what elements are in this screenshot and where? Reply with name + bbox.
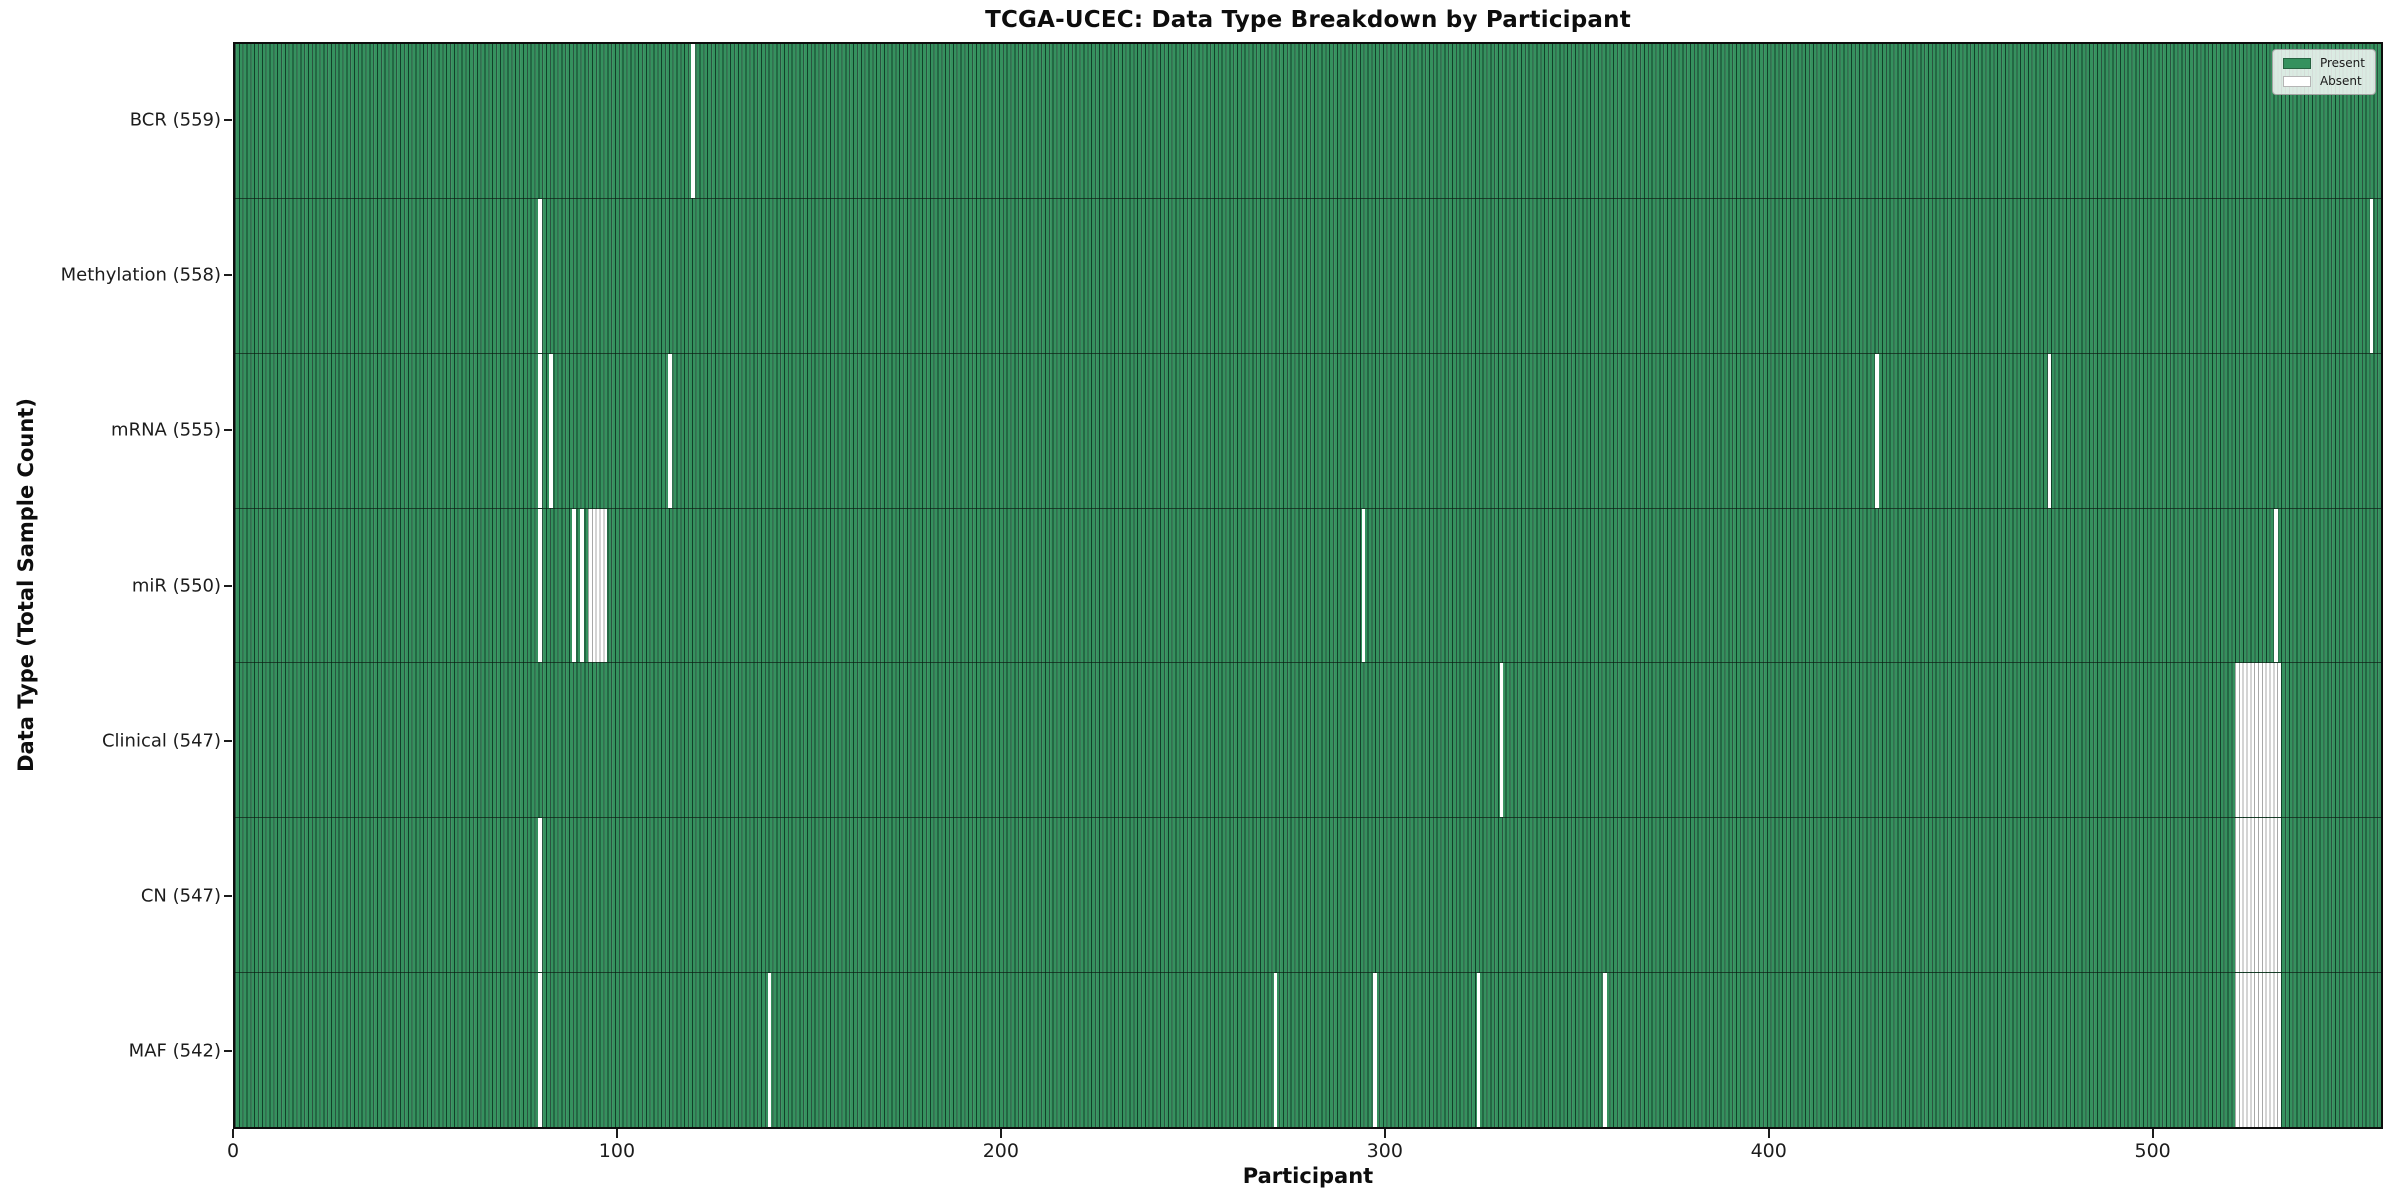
absent-gap-mRNA-113: [668, 353, 672, 508]
x-tick-label-100: 100: [598, 1140, 636, 1162]
absent-gap-mRNA-79: [537, 353, 542, 508]
x-tick-label-400: 400: [1750, 1140, 1787, 1162]
x-tick-mark: [999, 1129, 1002, 1138]
absent-gap-Clinical-330: [1499, 663, 1504, 818]
absent-gap-miR-79: [537, 508, 542, 663]
x-tick-mark: [2151, 1129, 2154, 1138]
x-tick-label-500: 500: [2134, 1140, 2171, 1162]
absent-gap-miR-88: [572, 508, 577, 663]
x-tick-label-200: 200: [982, 1140, 1019, 1162]
absent-gap-MAF-324: [1476, 973, 1481, 1128]
x-tick-label-300: 300: [1366, 1140, 1403, 1162]
absent-gap-MAF-139: [767, 973, 772, 1128]
y-tick-mark: [224, 273, 232, 276]
legend: Present Absent: [2271, 49, 2376, 95]
legend-label-absent: Absent: [2319, 74, 2362, 88]
absent-gap-MAF-271: [1273, 973, 1278, 1128]
x-tick-label-0: 0: [226, 1140, 240, 1162]
chart-title: TCGA-UCEC: Data Type Breakdown by Partic…: [985, 7, 1631, 33]
y-tick-label-BCR: BCR (559): [129, 109, 221, 131]
y-tick-label-CN: CN (547): [140, 885, 221, 907]
absent-gap-Methylation-557: [2369, 198, 2374, 353]
absent-gap-miR-532: [2273, 508, 2278, 663]
y-tick-mark: [224, 118, 232, 121]
row-Methylation: [235, 198, 2381, 354]
absent-gap-MAF-357: [1603, 973, 1607, 1128]
legend-entry-present: Present: [2282, 56, 2365, 70]
absent-gap-Methylation-79: [537, 198, 542, 353]
y-tick-label-miR: miR (550): [131, 575, 221, 596]
row-mRNA: [235, 353, 2381, 509]
absent-gap-MAF-79: [537, 973, 542, 1128]
y-tick-label-mRNA: mRNA (555): [111, 419, 221, 441]
x-axis-title: Participant: [1242, 1164, 1374, 1188]
absent-gap-MAF-522: [2235, 973, 2282, 1128]
row-Clinical: [235, 663, 2381, 819]
row-CN: [235, 818, 2381, 974]
x-tick-mark: [1383, 1129, 1386, 1138]
legend-entry-absent: Absent: [2282, 74, 2365, 88]
x-tick-mark: [232, 1129, 234, 1138]
absent-gap-Clinical-522: [2235, 663, 2282, 818]
x-tick-mark: [615, 1129, 618, 1138]
y-tick-mark: [224, 1050, 232, 1053]
absent-gap-mRNA-473: [2047, 353, 2052, 508]
absent-gap-CN-522: [2235, 818, 2282, 973]
absent-gap-miR-92: [587, 508, 607, 663]
y-tick-mark: [224, 739, 232, 742]
y-tick-label-Methylation: Methylation (558): [60, 264, 221, 286]
row-BCR: [235, 44, 2381, 199]
x-tick-mark: [1767, 1129, 1770, 1138]
row-miR: [235, 508, 2381, 664]
present-swatch-icon: [2282, 57, 2311, 69]
y-tick-mark: [224, 584, 232, 587]
absent-gap-CN-79: [537, 818, 542, 973]
legend-label-present: Present: [2319, 56, 2365, 70]
absent-gap-miR-90: [579, 508, 584, 663]
y-tick-mark: [224, 895, 232, 898]
absent-gap-MAF-297: [1373, 973, 1377, 1128]
absent-swatch-icon: [2282, 75, 2311, 87]
absent-gap-mRNA-428: [1875, 353, 1879, 508]
row-MAF: [235, 973, 2381, 1128]
y-tick-label-MAF: MAF (542): [128, 1040, 221, 1062]
plot-area: Present Absent: [233, 42, 2383, 1129]
absent-gap-mRNA-82: [549, 353, 554, 508]
absent-gap-BCR-119: [691, 44, 695, 198]
y-tick-mark: [224, 429, 232, 432]
y-tick-label-Clinical: Clinical (547): [101, 730, 221, 752]
rows-container: [235, 44, 2381, 1128]
absent-gap-miR-294: [1361, 508, 1366, 663]
